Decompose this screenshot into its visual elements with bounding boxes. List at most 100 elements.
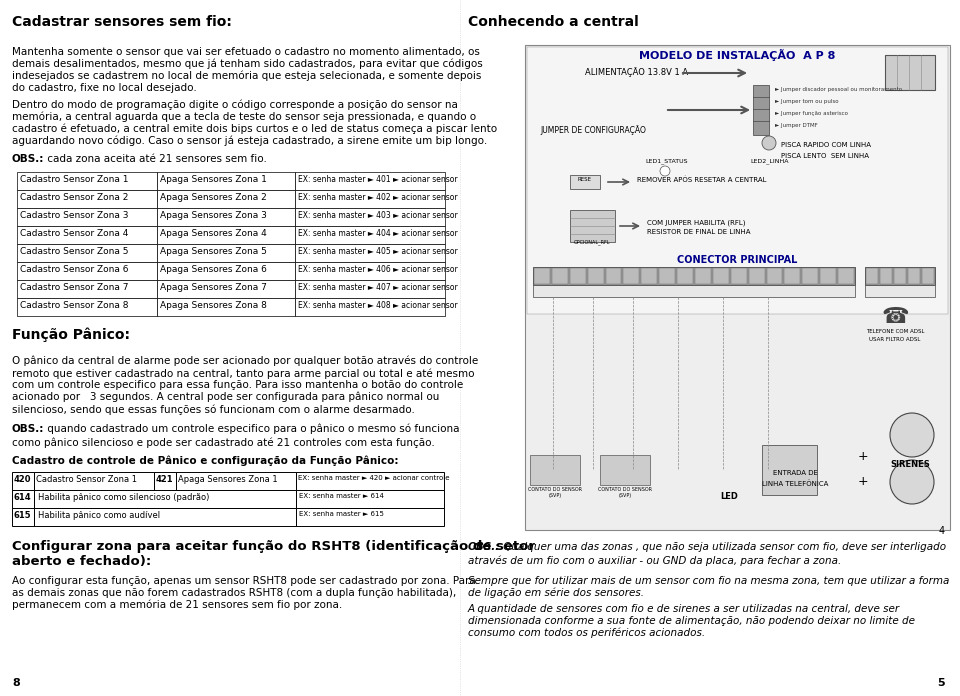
Bar [766, 268, 782, 284]
Text: Mantenha somente o sensor que vai ser efetuado o cadastro no momento alimentado,: Mantenha somente o sensor que vai ser ef… [12, 47, 483, 93]
Text: Cadastro Sensor Zona 7: Cadastro Sensor Zona 7 [20, 283, 129, 292]
Text: EX: senha master ► 405 ► acionar sensor: EX: senha master ► 405 ► acionar sensor [298, 247, 458, 256]
Text: Apaga Sensores Zona 7: Apaga Sensores Zona 7 [160, 283, 267, 292]
Text: (SVP): (SVP) [618, 493, 632, 498]
Text: LED: LED [720, 492, 738, 501]
Text: COM JUMPER HABILITA (RFL): COM JUMPER HABILITA (RFL) [647, 219, 746, 226]
Text: ► Jumper função asterisco: ► Jumper função asterisco [775, 111, 848, 116]
Bar [295, 208, 445, 226]
Text: CONTATO DO SENSOR: CONTATO DO SENSOR [598, 487, 652, 492]
Bar [880, 268, 892, 284]
Bar [865, 267, 935, 285]
Bar [12, 472, 34, 490]
Text: Apaga Sensores Zona 6: Apaga Sensores Zona 6 [160, 265, 267, 274]
Bar [296, 472, 444, 490]
Text: JUMPER DE CONFIGURAÇÃO: JUMPER DE CONFIGURAÇÃO [540, 125, 646, 135]
Bar [838, 268, 854, 284]
Bar [695, 268, 711, 284]
Bar [885, 55, 935, 90]
Text: OPCIONAL_RFL: OPCIONAL_RFL [574, 239, 611, 245]
Text: Cadastro Sensor Zona 8: Cadastro Sensor Zona 8 [20, 301, 129, 310]
Bar [713, 268, 729, 284]
Text: PISCA RAPIDO COM LINHA: PISCA RAPIDO COM LINHA [781, 142, 871, 148]
Text: Habilita pânico como silencioso (padrão): Habilita pânico como silencioso (padrão) [38, 493, 209, 502]
Bar [295, 172, 445, 190]
Bar [660, 268, 675, 284]
Bar [866, 268, 878, 284]
Text: RESISTOR DE FINAL DE LINHA: RESISTOR DE FINAL DE LINHA [647, 229, 751, 235]
Text: 4: 4 [939, 526, 945, 536]
Bar [17, 208, 157, 226]
Text: 421: 421 [156, 475, 174, 484]
Bar [34, 472, 154, 490]
Text: Função Pânico:: Função Pânico: [12, 328, 130, 342]
Bar [762, 445, 817, 495]
Text: EX: senha master ► 407 ► acionar sensor: EX: senha master ► 407 ► acionar sensor [298, 283, 458, 292]
Bar [295, 298, 445, 316]
Text: ALIMENTAÇÃO 13.8V 1 A: ALIMENTAÇÃO 13.8V 1 A [585, 67, 688, 77]
Text: A quantidade de sensores com fio e de sirenes a ser utilizadas na central, deve : A quantidade de sensores com fio e de si… [468, 604, 915, 638]
Text: ☎: ☎ [881, 307, 909, 327]
Bar [534, 268, 550, 284]
Circle shape [890, 460, 934, 504]
Bar [295, 244, 445, 262]
Text: EX: senha master ► 403 ► acionar sensor: EX: senha master ► 403 ► acionar sensor [298, 211, 458, 220]
Bar [17, 298, 157, 316]
Text: 614: 614 [14, 493, 32, 502]
Text: +: + [858, 475, 869, 488]
Text: LINHA TELEFÔNICA: LINHA TELEFÔNICA [762, 480, 828, 487]
Bar [641, 268, 658, 284]
Text: EX: senha master ► 408 ► acionar sensor: EX: senha master ► 408 ► acionar sensor [298, 301, 458, 310]
Text: LED1_STATUS: LED1_STATUS [645, 158, 687, 164]
Bar [295, 280, 445, 298]
Bar [157, 280, 295, 298]
Text: 8: 8 [12, 678, 20, 688]
Text: Apaga Sensores Zona 3: Apaga Sensores Zona 3 [160, 211, 267, 220]
Bar [17, 244, 157, 262]
Text: EX: senha master ► 404 ► acionar sensor: EX: senha master ► 404 ► acionar sensor [298, 229, 458, 238]
Bar [600, 455, 650, 485]
Bar [552, 268, 567, 284]
Bar [176, 472, 296, 490]
Text: Qualquer uma das zonas , que não seja utilizada sensor com fio, deve ser interli: Qualquer uma das zonas , que não seja ut… [500, 542, 947, 552]
Text: Cadastro Sensor Zona 1: Cadastro Sensor Zona 1 [36, 475, 137, 484]
Bar [17, 280, 157, 298]
Text: SIRENES: SIRENES [890, 460, 929, 469]
Circle shape [890, 413, 934, 457]
Text: Cadastro Sensor Zona 3: Cadastro Sensor Zona 3 [20, 211, 129, 220]
Text: OBS.:: OBS.: [468, 542, 500, 552]
Bar [295, 190, 445, 208]
Text: EX: senha master ► 402 ► acionar sensor: EX: senha master ► 402 ► acionar sensor [298, 193, 458, 202]
Bar [570, 210, 615, 242]
Text: como pânico silencioso e pode ser cadastrado até 21 controles com esta função.: como pânico silencioso e pode ser cadast… [12, 438, 435, 448]
Bar [157, 172, 295, 190]
Text: EX: senha master ► 420 ► acionar controle: EX: senha master ► 420 ► acionar control… [298, 475, 449, 481]
Bar [525, 45, 950, 530]
Bar [753, 85, 769, 135]
Text: Cadastro Sensor Zona 2: Cadastro Sensor Zona 2 [20, 193, 129, 202]
Bar [749, 268, 764, 284]
Bar [157, 208, 295, 226]
Bar [533, 285, 855, 297]
Bar [17, 172, 157, 190]
Text: PISCA LENTO  SEM LINHA: PISCA LENTO SEM LINHA [781, 153, 869, 159]
Text: TELEFONE COM ADSL: TELEFONE COM ADSL [866, 329, 924, 334]
Bar [533, 267, 855, 285]
Text: EX: senha master ► 614: EX: senha master ► 614 [299, 493, 384, 499]
Text: Cadastro de controle de Pânico e configuração da Função Pânico:: Cadastro de controle de Pânico e configu… [12, 456, 398, 466]
Text: Cadastro Sensor Zona 6: Cadastro Sensor Zona 6 [20, 265, 129, 274]
Text: USAR FILTRO ADSL: USAR FILTRO ADSL [870, 337, 921, 342]
Text: LED2_LINHA: LED2_LINHA [750, 158, 788, 164]
Text: Cadastrar sensores sem fio:: Cadastrar sensores sem fio: [12, 15, 232, 29]
Bar [894, 268, 906, 284]
Bar [784, 268, 801, 284]
Text: Configurar zona para aceitar função do RSHT8 (identificação de setor
aberto e fe: Configurar zona para aceitar função do R… [12, 540, 535, 568]
Text: Apaga Sensores Zona 4: Apaga Sensores Zona 4 [160, 229, 267, 238]
Bar [922, 268, 934, 284]
Text: Sempre que for utilizar mais de um sensor com fio na mesma zona, tem que utiliza: Sempre que for utilizar mais de um senso… [468, 576, 949, 598]
Text: através de um fio com o auxiliar - ou GND da placa, para fechar a zona.: através de um fio com o auxiliar - ou GN… [468, 556, 841, 567]
Bar [588, 268, 604, 284]
Bar [820, 268, 836, 284]
Bar [296, 508, 444, 526]
Bar [17, 226, 157, 244]
